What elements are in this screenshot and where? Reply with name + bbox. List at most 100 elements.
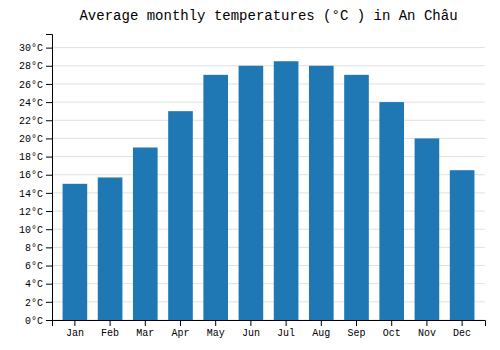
y-axis-line [46, 35, 53, 321]
x-axis-line [53, 321, 486, 327]
grid-line [52, 120, 485, 121]
y-tick-label: 14°C [19, 189, 43, 200]
x-tick-mark [250, 320, 251, 326]
y-tick: 20°C [19, 134, 52, 145]
x-tick-label: Feb [101, 328, 119, 339]
y-tick: 16°C [19, 170, 52, 181]
x-tick: Feb [101, 320, 119, 339]
bars [63, 61, 475, 320]
y-tick: 24°C [19, 98, 52, 109]
grid-line [52, 83, 485, 84]
x-tick-label: Jan [66, 328, 84, 339]
y-tick: 8°C [25, 243, 52, 254]
y-tick-mark [46, 266, 52, 267]
y-tick-label: 16°C [19, 170, 43, 181]
x-tick: Nov [418, 320, 436, 339]
bar [309, 66, 334, 320]
y-tick: 14°C [19, 189, 52, 200]
y-tick-mark [46, 229, 52, 230]
y-tick: 2°C [25, 298, 52, 309]
chart: 0°C2°C4°C6°C8°C10°C12°C14°C16°C18°C20°C2… [0, 0, 500, 350]
y-tick-label: 0°C [25, 316, 43, 327]
x-tick-mark [286, 320, 287, 326]
y-tick-mark [46, 302, 52, 303]
x-tick-mark [110, 320, 111, 326]
y-tick: 30°C [19, 43, 52, 54]
y-tick-mark [46, 120, 52, 121]
y-tick: 18°C [19, 152, 52, 163]
y-tick-label: 20°C [19, 134, 43, 145]
y-tick-mark [46, 138, 52, 139]
grid-line [52, 47, 485, 48]
bar [203, 75, 228, 320]
y-tick-mark [46, 193, 52, 194]
x-tick-label: Apr [171, 328, 189, 339]
x-tick-label: Dec [453, 328, 471, 339]
x-tick-mark [391, 320, 392, 326]
bar [63, 184, 88, 320]
y-tick-label: 22°C [19, 116, 43, 127]
y-tick-mark [46, 320, 52, 321]
y-tick-mark [46, 157, 52, 158]
y-tick-mark [46, 84, 52, 85]
y-tick-mark [46, 284, 52, 285]
y-tick-label: 24°C [19, 98, 43, 109]
x-tick-mark [462, 320, 463, 326]
grid [52, 48, 485, 320]
x-tick: Jan [66, 320, 84, 339]
x-tick-label: May [207, 328, 225, 339]
y-tick: 10°C [19, 225, 52, 236]
bar [98, 177, 123, 320]
x-tick-mark [356, 320, 357, 326]
x-axis: Jan Feb Mar Apr May Jun Jul Aug Sep Oct Nov Dec [53, 320, 486, 339]
x-tick-mark [145, 320, 146, 326]
x-tick: Aug [312, 320, 330, 339]
y-tick: 12°C [19, 207, 52, 218]
y-tick-label: 8°C [25, 243, 43, 254]
x-tick-label: Nov [418, 328, 436, 339]
y-tick-mark [46, 211, 52, 212]
y-axis: 0°C2°C4°C6°C8°C10°C12°C14°C16°C18°C20°C2… [19, 35, 53, 327]
x-tick-label: Jul [277, 328, 295, 339]
bar [379, 102, 404, 320]
bar [415, 138, 440, 320]
x-tick-mark [215, 320, 216, 326]
x-tick-mark [321, 320, 322, 326]
bar [239, 66, 264, 320]
x-tick: Apr [171, 320, 189, 339]
y-tick-mark [46, 102, 52, 103]
x-tick: Jul [277, 320, 295, 339]
grid-line [52, 65, 485, 66]
y-tick-label: 26°C [19, 80, 43, 91]
x-tick: May [207, 320, 225, 339]
x-tick: Oct [383, 320, 401, 339]
grid-line [52, 102, 485, 103]
y-tick-label: 28°C [19, 61, 43, 72]
x-tick-label: Oct [383, 328, 401, 339]
x-tick: Mar [136, 320, 154, 339]
y-tick-mark [46, 175, 52, 176]
bar [450, 170, 475, 320]
y-tick-mark [46, 247, 52, 248]
x-tick-mark [426, 320, 427, 326]
y-tick: 6°C [25, 261, 52, 272]
title: Average monthly temperatures (°C ) in An… [79, 8, 457, 24]
y-tick: 0°C [25, 316, 52, 327]
y-tick-mark [46, 48, 52, 49]
x-tick-label: Mar [136, 328, 154, 339]
y-tick: 22°C [19, 116, 52, 127]
x-tick-label: Aug [312, 328, 330, 339]
plot: 0°C2°C4°C6°C8°C10°C12°C14°C16°C18°C20°C2… [19, 35, 486, 340]
x-tick-label: Sep [348, 328, 366, 339]
x-tick-mark [74, 320, 75, 326]
y-tick-label: 6°C [25, 261, 43, 272]
y-tick-label: 18°C [19, 152, 43, 163]
x-tick: Dec [453, 320, 471, 339]
bar [344, 75, 369, 320]
x-tick-label: Jun [242, 328, 260, 339]
bar [274, 61, 299, 320]
bar [168, 111, 193, 320]
x-tick: Jun [242, 320, 260, 339]
y-tick-label: 12°C [19, 207, 43, 218]
y-tick-label: 2°C [25, 298, 43, 309]
